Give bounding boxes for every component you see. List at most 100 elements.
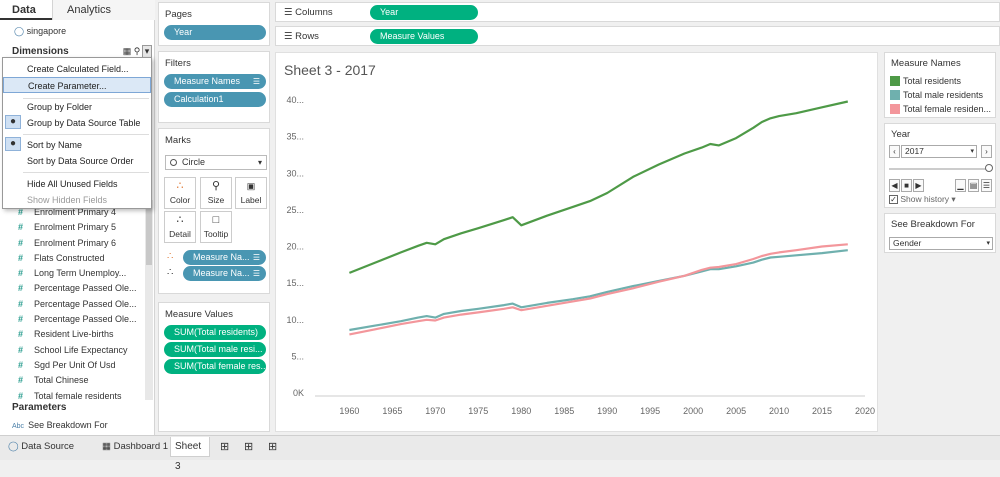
field-item[interactable]: # Flats Constructed [0, 251, 145, 266]
measure-pill-total-residents[interactable]: SUM(Total residents) [164, 325, 266, 340]
datasource-item[interactable]: ◯ singapore [14, 26, 66, 37]
filter-pill-measure-names[interactable]: Measure Names ☰ [164, 74, 266, 89]
line-chart[interactable]: 0K 5... 10... 15... 20... 25... 30... 35... 40..… [275, 52, 878, 432]
field-item[interactable]: # Percentage Passed Ole... [0, 297, 145, 312]
field-item[interactable]: # Enrolment Primary 6 [0, 236, 145, 251]
field-item[interactable]: # School Life Expectancy [0, 343, 145, 358]
grid-view-icon[interactable]: ▦ [122, 46, 132, 56]
new-dashboard-icon[interactable]: ⊞ [244, 441, 254, 453]
tab-analytics[interactable]: Analytics [52, 0, 155, 20]
y-tick-label: 5... [291, 351, 304, 361]
y-tick-label: 35... [286, 132, 304, 142]
label-icon: ▣ [246, 181, 256, 191]
field-item[interactable]: # Long Term Unemploy... [0, 266, 145, 281]
new-worksheet-icon[interactable]: ⊞ [220, 441, 230, 453]
field-scroll-thumb[interactable] [146, 205, 152, 265]
year-slider-handle[interactable] [985, 164, 993, 172]
tooltip-icon: □ [212, 214, 220, 226]
menu-group-by-data-source-table[interactable]: Group by Data Source Table [27, 118, 141, 128]
tab-data-source[interactable]: ◯ Data Source [8, 441, 75, 452]
menu-separator [23, 134, 149, 135]
menu-sort-by-name[interactable]: Sort by Name [27, 140, 83, 150]
tab-sheet-3[interactable]: Sheet 3 [170, 437, 210, 472]
parameter-item[interactable]: Abc See Breakdown For [12, 420, 108, 430]
x-tick-label: 2010 [769, 406, 789, 416]
checked-icon: ● [5, 137, 21, 151]
search-icon[interactable]: ⚲ [133, 46, 141, 56]
x-tick-label: 2020 [855, 406, 875, 416]
new-story-icon[interactable]: ⊞ [268, 441, 278, 453]
x-tick-label: 1965 [382, 406, 402, 416]
next-year-button[interactable]: › [981, 145, 992, 158]
playback-back-button[interactable]: ◀ [889, 179, 900, 192]
breakdown-dropdown[interactable]: Gender ▾ [889, 237, 993, 250]
measure-pill-total-male[interactable]: SUM(Total male resi... [164, 342, 266, 357]
field-scrollbar[interactable] [145, 200, 153, 400]
playback-stop-button[interactable]: ■ [901, 179, 912, 192]
x-tick-label: 2005 [726, 406, 746, 416]
detail-encoding-icon: ∴ [167, 267, 174, 278]
field-item[interactable]: # Enrolment Primary 5 [0, 220, 145, 235]
pages-year-pill[interactable]: Year [164, 25, 266, 40]
measure-hash-icon: # [18, 359, 24, 370]
field-item[interactable]: # Total female residents [0, 389, 145, 404]
menu-hide-all-unused-fields[interactable]: Hide All Unused Fields [27, 179, 118, 189]
measure-hash-icon: # [18, 314, 24, 325]
marks-color-pill[interactable]: Measure Na... ☰ [183, 250, 266, 265]
chevron-down-icon: ▾ [970, 148, 974, 155]
speed-fast-button[interactable]: ☰ [981, 179, 992, 192]
legend-item-total-female[interactable]: Total female residen... [890, 103, 991, 116]
measure-hash-icon: # [18, 237, 24, 248]
field-item[interactable]: # Enrolment Primary 4 [0, 205, 145, 220]
marks-detail-button[interactable]: ∴ Detail [164, 211, 196, 243]
breakdown-title: See Breakdown For [891, 219, 975, 230]
tab-dashboard-1[interactable]: ▦ Dashboard 1 [102, 441, 169, 452]
measure-hash-icon: # [18, 268, 24, 279]
mark-type-dropdown[interactable]: Circle ▾ [165, 155, 267, 170]
speed-slow-button[interactable]: ▁ [955, 179, 966, 192]
rows-shelf[interactable]: ☰ Rows Measure Values [275, 26, 1000, 46]
columns-shelf[interactable]: ☰ Columns Year [275, 2, 1000, 22]
marks-label-button[interactable]: ▣ Label [235, 177, 267, 209]
x-tick-label: 1980 [511, 406, 531, 416]
sheet-tab-bar [0, 435, 1000, 460]
field-item[interactable]: # Percentage Passed Ole... [0, 281, 145, 296]
show-history-toggle[interactable]: ✓ Show history ▾ [889, 194, 956, 204]
field-list: # Enrolment Primary 4 # Enrolment Primary … [0, 205, 145, 404]
menu-separator [23, 98, 149, 99]
columns-year-pill[interactable]: Year [370, 5, 478, 20]
series-line-total-residents [348, 100, 849, 274]
y-tick-label: 40... [286, 95, 304, 105]
marks-color-button[interactable]: ∴ Color [164, 177, 196, 209]
dimensions-header: Dimensions ▦ ⚲ ▾ [12, 45, 152, 58]
menu-sort-by-data-source-order[interactable]: Sort by Data Source Order [27, 156, 134, 166]
legend-item-total-male[interactable]: Total male residents [890, 89, 983, 102]
marks-size-button[interactable]: ⚲ Size [200, 177, 232, 209]
menu-create-parameter[interactable]: Create Parameter... [3, 77, 151, 93]
menu-create-calculated-field[interactable]: Create Calculated Field... [27, 64, 129, 74]
speed-medium-button[interactable]: ▤ [968, 179, 979, 192]
field-item[interactable]: # Total Chinese [0, 373, 145, 388]
playback-forward-button[interactable]: ▶ [913, 179, 924, 192]
tab-data[interactable]: Data [0, 0, 52, 20]
size-icon: ⚲ [211, 180, 221, 192]
field-item[interactable]: # Percentage Passed Ole... [0, 312, 145, 327]
legend-item-total-residents[interactable]: Total residents [890, 75, 961, 88]
series-line-total-male-residents [349, 249, 848, 332]
filter-pill-calculation1[interactable]: Calculation1 [164, 92, 266, 107]
marks-tooltip-button[interactable]: □ Tooltip [200, 211, 232, 243]
rows-measure-values-pill[interactable]: Measure Values [370, 29, 478, 44]
filters-card: Filters Measure Names ☰ Calculation1 [158, 51, 270, 123]
prev-year-button[interactable]: ‹ [889, 145, 900, 158]
field-item[interactable]: # Sgd Per Unit Of Usd [0, 358, 145, 373]
marks-detail-pill[interactable]: Measure Na... ☰ [183, 266, 266, 281]
field-item[interactable]: # Resident Live-births [0, 327, 145, 342]
year-slider-track[interactable] [889, 168, 987, 170]
rows-label: ☰ Rows [284, 31, 319, 42]
measure-pill-total-female[interactable]: SUM(Total female res... [164, 359, 266, 374]
x-tick-label: 1995 [640, 406, 660, 416]
year-dropdown[interactable]: 2017 ▾ [901, 145, 977, 158]
y-tick-label: 15... [286, 278, 304, 288]
x-tick-label: 1970 [425, 406, 445, 416]
menu-group-by-folder[interactable]: Group by Folder [27, 102, 93, 112]
